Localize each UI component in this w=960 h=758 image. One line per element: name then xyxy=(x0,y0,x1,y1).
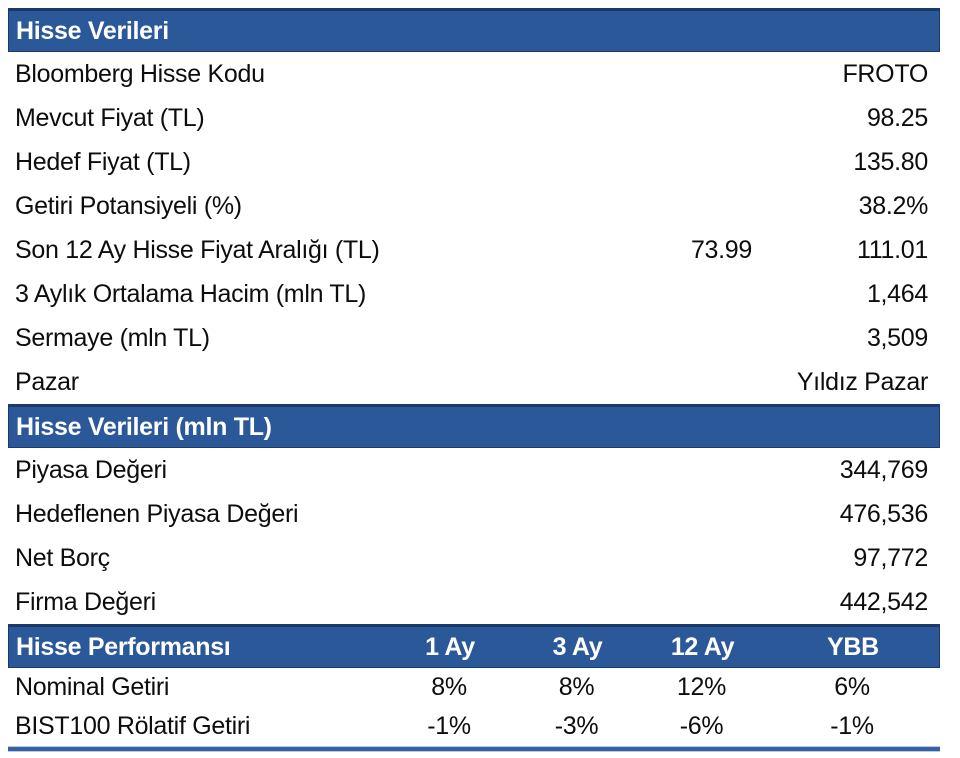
table-row: Getiri Potansiyeli (%) 38.2% xyxy=(8,184,940,228)
table-bottom-rule xyxy=(8,747,940,751)
column-header-12ay: 12 Ay xyxy=(670,632,735,661)
perf-value-1ay: 8% xyxy=(431,673,467,701)
section-header-hisse-verileri: Hisse Verileri xyxy=(8,8,940,52)
section-title: Hisse Verileri xyxy=(16,16,169,45)
table-row: Pazar Yıldız Pazar xyxy=(8,360,940,404)
column-header-1ay: 1 Ay xyxy=(425,632,475,661)
row-label: Firma Değeri xyxy=(15,587,156,616)
row-label: Pazar xyxy=(15,367,79,396)
row-value: 476,536 xyxy=(839,499,929,528)
row-value: 97,772 xyxy=(853,543,928,572)
table-row: Bloomberg Hisse Kodu FROTO xyxy=(8,52,940,96)
section-header-hisse-performansi: Hisse Performansı 1 Ay 3 Ay 12 Ay YBB xyxy=(8,624,940,668)
table-row: Sermaye (mln TL) 3,509 xyxy=(8,316,940,360)
row-value-low: 73.99 xyxy=(690,235,752,264)
row-label: Hedeflenen Piyasa Değeri xyxy=(15,499,299,528)
row-value: 3,509 xyxy=(866,323,928,352)
row-value: Yıldız Pazar xyxy=(796,367,928,396)
row-value: 442,542 xyxy=(839,587,929,616)
table-row: Hedef Fiyat (TL) 135.80 xyxy=(8,140,940,184)
table-row: Net Borç 97,772 xyxy=(8,536,940,580)
row-value: FROTO xyxy=(842,59,928,88)
perf-value-3ay: 8% xyxy=(558,673,595,701)
row-value: 344,769 xyxy=(839,455,929,484)
column-header-3ay: 3 Ay xyxy=(552,632,603,661)
row-label: Piyasa Değeri xyxy=(15,455,167,484)
row-label: Hedef Fiyat (TL) xyxy=(15,147,191,176)
row-label: Net Borç xyxy=(15,543,110,572)
row-label: BIST100 Rölatif Getiri xyxy=(15,712,251,740)
table-row: Hedeflenen Piyasa Değeri 476,536 xyxy=(8,492,940,536)
perf-value-1ay: -1% xyxy=(427,712,471,740)
row-value: 98.25 xyxy=(866,103,928,132)
row-value-high: 111.01 xyxy=(857,235,928,264)
row-label: Mevcut Fiyat (TL) xyxy=(15,103,205,132)
row-label: Getiri Potansiyeli (%) xyxy=(15,191,242,220)
perf-value-12ay: -6% xyxy=(679,712,724,740)
stock-data-table: Hisse Verileri Bloomberg Hisse Kodu FROT… xyxy=(8,8,940,751)
table-row: Piyasa Değeri 344,769 xyxy=(8,448,940,492)
table-row: BIST100 Rölatif Getiri -1% -3% -6% -1% xyxy=(8,707,940,746)
perf-value-ybb: -1% xyxy=(830,712,874,740)
column-header-ybb: YBB xyxy=(827,632,879,661)
perf-value-ybb: 6% xyxy=(834,673,870,701)
perf-value-3ay: -3% xyxy=(554,712,599,740)
row-label: Son 12 Ay Hisse Fiyat Aralığı (TL) xyxy=(15,235,380,264)
section-header-hisse-verileri-mln-tl: Hisse Verileri (mln TL) xyxy=(8,404,940,448)
row-value: 38.2% xyxy=(858,191,929,220)
section-title: Hisse Verileri (mln TL) xyxy=(16,412,272,441)
section-title: Hisse Performansı xyxy=(16,632,231,661)
row-value: 1,464 xyxy=(866,279,928,308)
table-row: Mevcut Fiyat (TL) 98.25 xyxy=(8,96,940,140)
row-value: 135.80 xyxy=(853,147,928,176)
row-label: Nominal Getiri xyxy=(15,673,170,701)
table-row: 3 Aylık Ortalama Hacim (mln TL) 1,464 xyxy=(8,272,940,316)
row-label: Bloomberg Hisse Kodu xyxy=(15,59,265,88)
table-row: Nominal Getiri 8% 8% 12% 6% xyxy=(8,668,940,707)
perf-value-12ay: 12% xyxy=(676,673,727,701)
table-row: Son 12 Ay Hisse Fiyat Aralığı (TL) 73.99… xyxy=(8,228,940,272)
row-label: Sermaye (mln TL) xyxy=(15,323,210,352)
row-label: 3 Aylık Ortalama Hacim (mln TL) xyxy=(15,279,366,308)
table-row: Firma Değeri 442,542 xyxy=(8,580,940,624)
